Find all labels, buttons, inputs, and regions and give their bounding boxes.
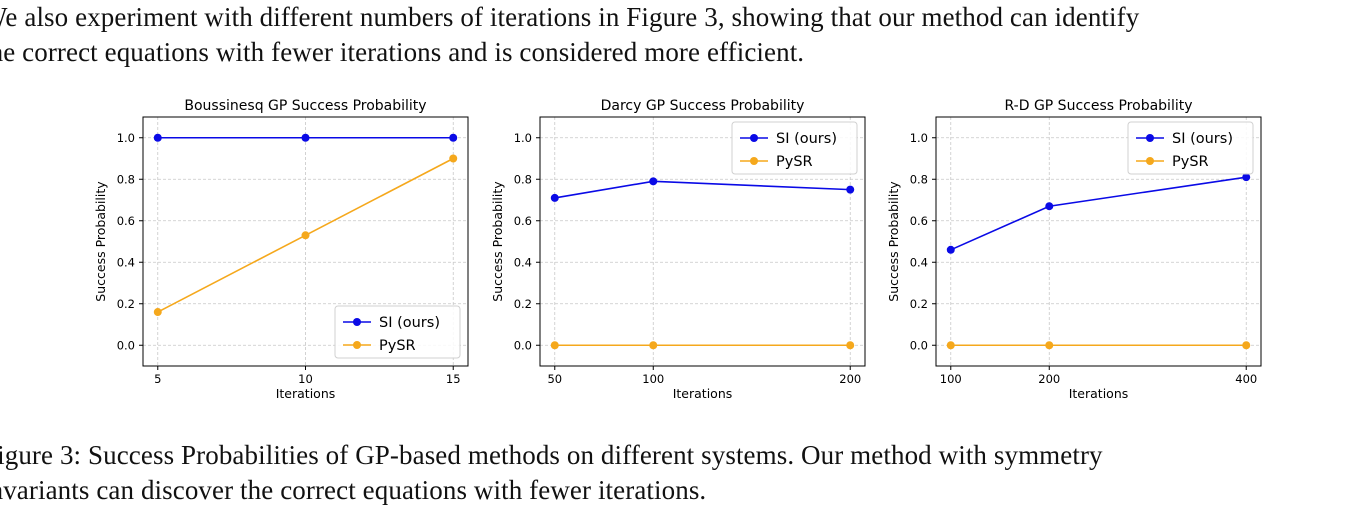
legend: SI (ours) PySR xyxy=(1127,121,1254,175)
y-tick-label: 0.2 xyxy=(910,297,928,311)
y-tick-label: 0.8 xyxy=(910,172,928,186)
intro-text-line-2: the correct equations with fewer iterati… xyxy=(0,37,805,67)
figure-caption-line-2: invariants can discover the correct equa… xyxy=(0,475,707,505)
x-tick-label: 400 xyxy=(1235,372,1257,386)
y-tick-label: 0.8 xyxy=(514,172,532,186)
y-tick-label: 0.2 xyxy=(117,297,135,311)
y-tick-label: 0.8 xyxy=(117,172,135,186)
y-tick-label: 1.0 xyxy=(514,131,532,145)
data-point-pysr xyxy=(153,308,162,317)
x-axis-label: Iterations xyxy=(276,386,336,401)
x-tick-label: 100 xyxy=(642,372,664,386)
data-point-pysr xyxy=(649,341,658,350)
series-line-si xyxy=(950,176,1247,251)
data-point-pysr xyxy=(1045,341,1054,350)
y-tick-label: 1.0 xyxy=(910,131,928,145)
chart-title: Darcy GP Success Probability xyxy=(601,98,805,114)
legend-marker xyxy=(353,341,361,349)
legend-marker xyxy=(750,134,758,142)
data-point-si xyxy=(301,133,310,142)
x-tick-label: 15 xyxy=(446,372,461,386)
x-axis-label: Iterations xyxy=(1069,386,1129,401)
data-point-pysr xyxy=(1242,341,1251,350)
y-tick-label: 0.0 xyxy=(117,338,135,352)
y-tick-label: 0.4 xyxy=(117,255,135,269)
chart-panel-1: 0.0 0.2 0.4 0.6 0.8 1.0 5 10 15 Boussinesq GP Suc… xyxy=(93,98,469,401)
figure-3: 0.0 0.2 0.4 0.6 0.8 1.0 5 10 15 Boussinesq GP Suc… xyxy=(93,98,1262,401)
y-tick-label: 0.2 xyxy=(514,297,532,311)
y-tick-label: 0.0 xyxy=(910,338,928,352)
data-point-si xyxy=(946,245,955,254)
legend-label: SI (ours) xyxy=(1172,131,1233,147)
x-tick-label: 10 xyxy=(298,372,313,386)
legend-marker xyxy=(1146,157,1154,165)
data-point-si xyxy=(550,193,559,202)
legend-marker xyxy=(353,318,361,326)
figure-caption-line-1: Figure 3: Success Probabilities of GP-ba… xyxy=(0,440,1103,470)
plot-frame xyxy=(935,116,1262,367)
chart-panel-2: 0.0 0.2 0.4 0.6 0.8 1.0 50 100 200 Darcy GP Succe… xyxy=(490,98,866,401)
data-point-si xyxy=(1242,173,1251,182)
x-tick-label: 200 xyxy=(839,372,861,386)
data-point-si xyxy=(449,133,458,142)
data-point-pysr xyxy=(946,341,955,350)
legend-label: PySR xyxy=(1172,154,1209,170)
series-line-si xyxy=(554,180,851,199)
plot-frame xyxy=(539,116,866,367)
legend: SI (ours) PySR xyxy=(731,121,858,175)
chart-title: R-D GP Success Probability xyxy=(1005,98,1193,114)
legend-marker xyxy=(1146,134,1154,142)
data-point-pysr xyxy=(846,341,855,350)
y-tick-label: 0.4 xyxy=(514,255,532,269)
legend-label: SI (ours) xyxy=(379,315,440,331)
data-point-pysr xyxy=(301,231,310,240)
x-tick-label: 5 xyxy=(154,372,161,386)
legend-label: PySR xyxy=(776,154,813,170)
legend: SI (ours) PySR xyxy=(334,305,461,359)
x-tick-label: 200 xyxy=(1038,372,1060,386)
data-point-si xyxy=(1045,202,1054,211)
y-tick-label: 1.0 xyxy=(117,131,135,145)
data-point-si xyxy=(649,177,658,186)
chart-title: Boussinesq GP Success Probability xyxy=(184,98,426,114)
x-axis-label: Iterations xyxy=(673,386,733,401)
y-tick-label: 0.0 xyxy=(514,338,532,352)
data-point-si xyxy=(846,185,855,194)
y-axis-label: Success Probability xyxy=(490,181,505,302)
y-tick-label: 0.6 xyxy=(910,214,928,228)
chart-panel-3: 0.0 0.2 0.4 0.6 0.8 1.0 100 200 400 R-D GP Succes… xyxy=(886,98,1262,401)
y-axis-label: Success Probability xyxy=(886,181,901,302)
data-point-pysr xyxy=(449,154,458,163)
legend-label: SI (ours) xyxy=(776,131,837,147)
legend-label: PySR xyxy=(379,338,416,354)
y-tick-label: 0.6 xyxy=(514,214,532,228)
legend-marker xyxy=(750,157,758,165)
data-point-pysr xyxy=(550,341,559,350)
x-tick-label: 50 xyxy=(547,372,562,386)
y-tick-label: 0.4 xyxy=(910,255,928,269)
y-axis-label: Success Probability xyxy=(93,181,108,302)
y-tick-label: 0.6 xyxy=(117,214,135,228)
x-tick-label: 100 xyxy=(940,372,962,386)
intro-text-line-1: We also experiment with different number… xyxy=(0,2,1140,32)
data-point-si xyxy=(153,133,162,142)
